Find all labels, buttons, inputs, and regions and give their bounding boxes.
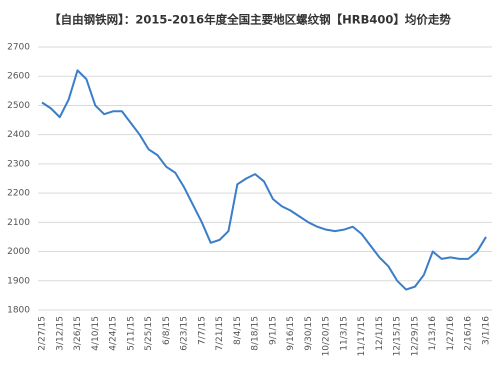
y-tick-label: 2700 <box>7 43 30 53</box>
y-tick-label: 1900 <box>7 276 30 286</box>
chart-title: 【自由钢铁网】：2015-2016年度全国主要地区螺纹钢【HRB400】均价走势 <box>49 13 451 27</box>
x-tick-label: 12/1/15 <box>375 316 385 351</box>
x-tick-label: 1/13/16 <box>428 316 438 351</box>
x-tick-label: 2/16/16 <box>464 316 474 351</box>
y-tick-label: 2000 <box>7 247 30 257</box>
x-tick-label: 5/25/15 <box>144 316 154 351</box>
x-tick-label: 9/30/15 <box>304 316 314 351</box>
x-tick-label: 6/23/15 <box>180 316 190 351</box>
x-tick-label: 12/29/15 <box>410 316 420 356</box>
y-tick-label: 2100 <box>7 218 30 228</box>
x-tick-label: 3/12/15 <box>55 316 65 351</box>
x-tick-label: 9/1/15 <box>268 316 278 345</box>
x-tick-label: 4/24/15 <box>109 316 119 351</box>
y-tick-label: 2400 <box>7 130 30 140</box>
x-tick-label: 2/27/15 <box>38 316 48 351</box>
y-tick-label: 2300 <box>7 159 30 169</box>
x-tick-label: 7/21/15 <box>215 316 225 351</box>
y-tick-label: 2200 <box>7 189 30 199</box>
x-tick-label: 3/26/15 <box>73 316 83 351</box>
x-tick-label: 11/17/15 <box>357 316 367 356</box>
x-tick-label: 5/11/15 <box>126 316 136 351</box>
x-tick-label: 6/8/15 <box>162 316 172 345</box>
line-series <box>41 69 487 291</box>
y-tick-label: 2500 <box>7 101 30 111</box>
x-tick-label: 12/15/15 <box>393 316 403 356</box>
x-tick-label: 11/3/15 <box>339 316 349 351</box>
x-tick-label: 3/1/16 <box>482 316 492 345</box>
x-tick-label: 9/16/15 <box>286 316 296 351</box>
y-tick-label: 2600 <box>7 72 30 82</box>
x-tick-label: 10/20/15 <box>322 316 332 356</box>
x-tick-label: 8/18/15 <box>251 316 261 351</box>
y-tick-label: 1800 <box>7 306 30 316</box>
x-tick-label: 4/10/15 <box>91 316 101 351</box>
x-tick-label: 7/7/15 <box>197 316 207 345</box>
x-tick-label: 8/4/15 <box>233 316 243 345</box>
x-tick-label: 1/27/16 <box>446 316 456 351</box>
